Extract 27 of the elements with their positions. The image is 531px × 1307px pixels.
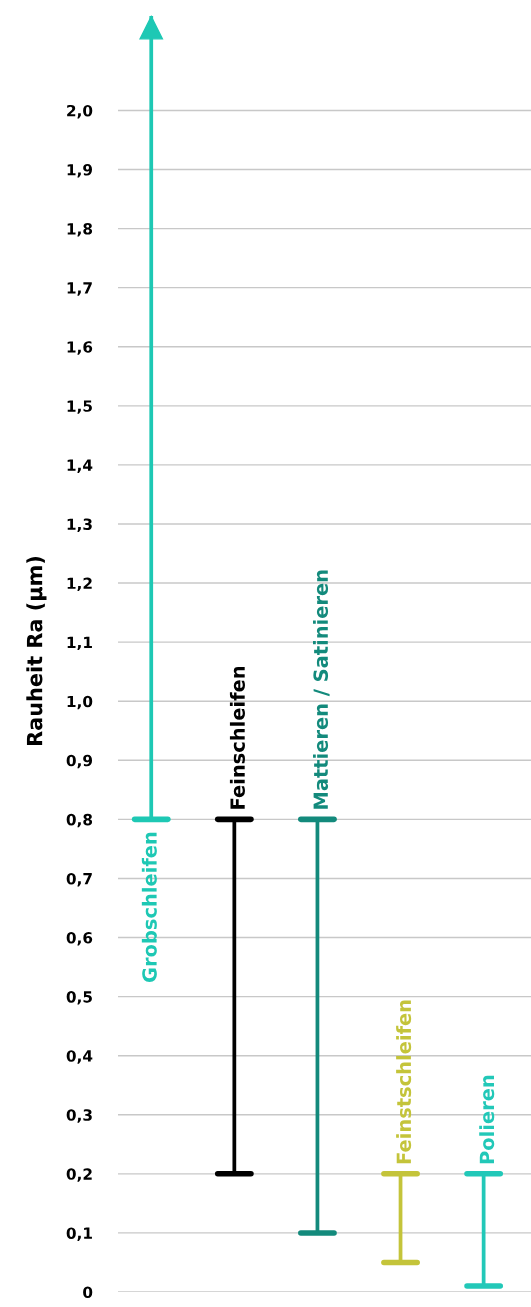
- x-tick-label: Feinstschleifen: [396, 1000, 412, 1164]
- y-tick-label: 0,8: [66, 813, 93, 828]
- x-tick-label: Mattieren / Satinieren: [313, 570, 330, 809]
- x-tick-label: Feinschleifen: [229, 666, 245, 809]
- y-tick-label: 0,4: [66, 1050, 93, 1064]
- y-tick-label: 0,3: [66, 1109, 92, 1123]
- y-tick-label: 0,2: [66, 1168, 92, 1182]
- y-tick-label: 0,6: [66, 932, 93, 946]
- y-tick-label: 0,5: [66, 991, 92, 1005]
- y-tick-label: 0,1: [66, 1227, 92, 1241]
- y-tick-label: 0,9: [66, 754, 93, 769]
- y-tick-label: 1,8: [67, 223, 93, 237]
- y-tick-label: 0,7: [66, 872, 92, 887]
- y-tick-label: 1,5: [67, 400, 92, 414]
- y-tick-label: 1,2: [67, 577, 92, 592]
- y-tick-label: 1,9: [67, 163, 93, 178]
- y-tick-label: 1,4: [67, 459, 93, 473]
- y-tick-label: 1,0: [67, 695, 93, 710]
- y-tick-label: 1,1: [67, 636, 92, 651]
- x-tick-label: Grobschleifen: [141, 832, 157, 982]
- x-tick-label: Polieren: [479, 1075, 495, 1164]
- y-axis-title: Rauheit Ra (µm): [26, 556, 47, 745]
- y-tick-label: 1,6: [67, 341, 93, 355]
- y-tick-label: 0: [83, 1286, 93, 1299]
- y-tick-label: 1,7: [67, 282, 92, 296]
- y-tick-label: 1,3: [67, 518, 92, 532]
- y-tick-label: 2,0: [67, 104, 93, 119]
